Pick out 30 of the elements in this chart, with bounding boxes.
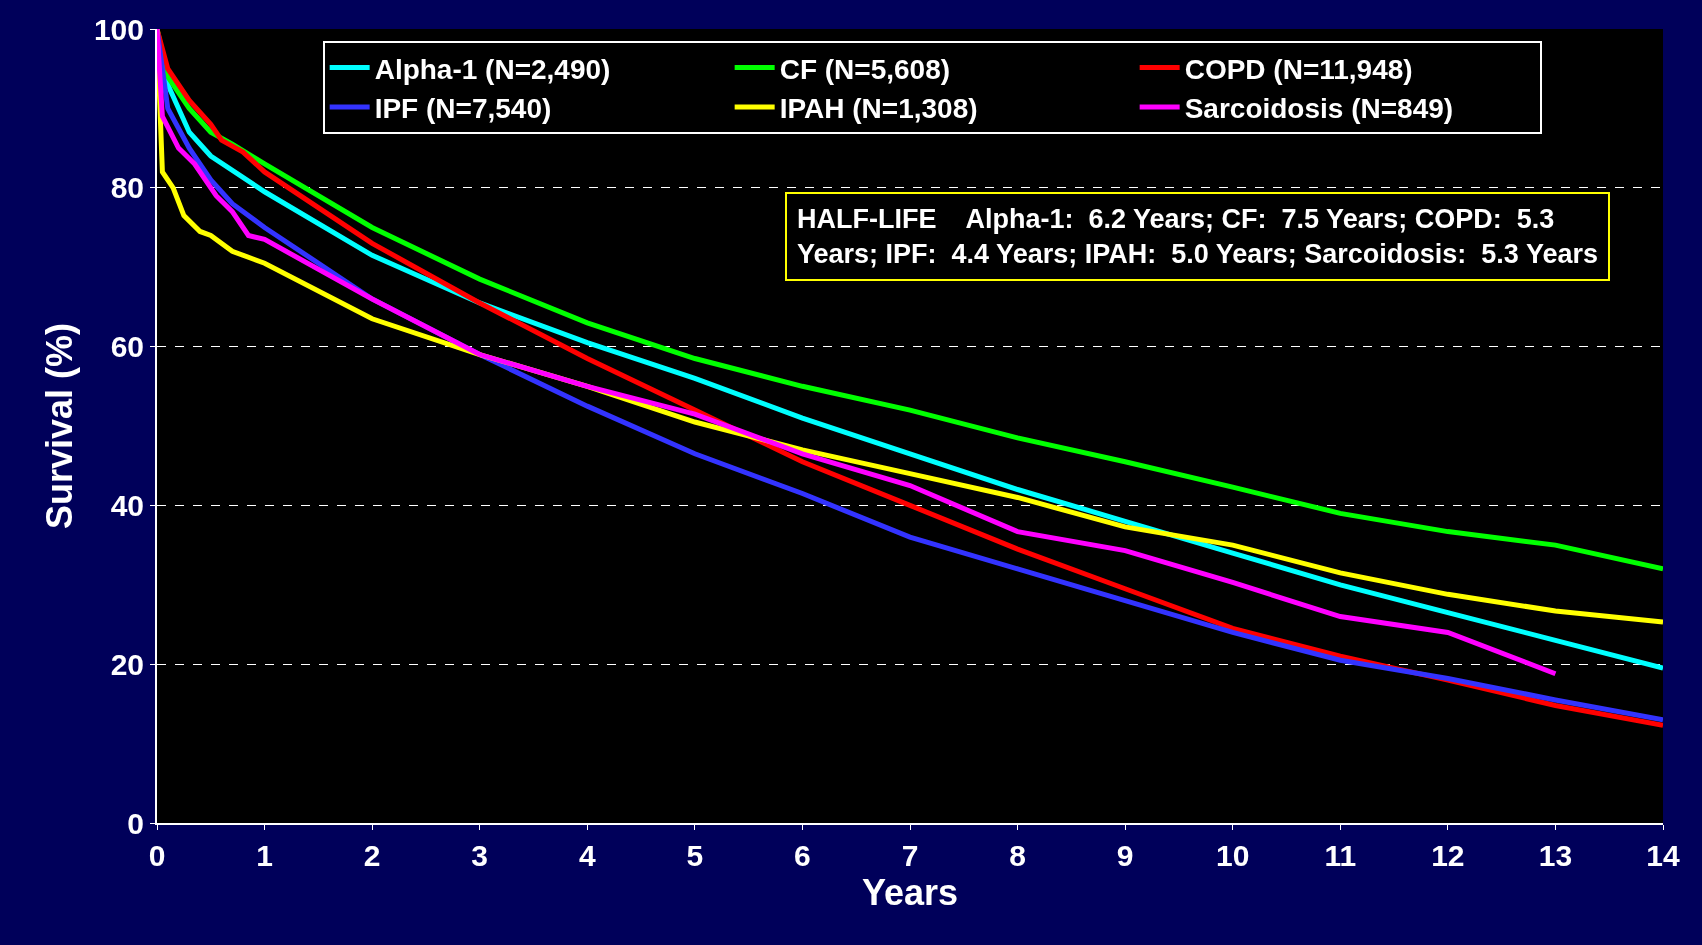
x-tick-label: 12 [1431,839,1465,872]
x-tick-label: 4 [578,839,596,872]
x-tick-label: 5 [686,839,704,872]
x-tick-label: 8 [1009,839,1026,872]
legend-label: IPF (N=7,540) [374,92,552,124]
legend-label: COPD (N=11,948) [1184,53,1413,85]
y-axis-title: Survival (%) [39,322,81,530]
y-tick-label: 100 [93,12,144,46]
y-tick-label: 20 [110,647,144,681]
x-axis-title: Years [861,872,959,913]
y-tick-label: 40 [110,488,144,522]
x-tick-label: 11 [1324,839,1357,872]
x-tick-label: 1 [256,839,273,872]
x-tick-label: 3 [471,839,489,872]
x-tick-label: 0 [148,839,166,872]
y-tick-label: 60 [110,330,144,364]
x-tick-label: 9 [1116,839,1134,872]
legend-label: Sarcoidosis (N=849) [1184,92,1454,124]
legend-label: Alpha-1 (N=2,490) [374,53,611,85]
x-tick-label: 10 [1216,839,1250,872]
x-tick-label: 14 [1646,839,1680,872]
x-tick-label: 13 [1538,839,1573,872]
annotation: HALF-LIFE Alpha-1: 6.2 Years; CF: 7.5 Years; COPD: 5.3 Years; IPF: 4.4 Years; IPAH: 5.0 Years; Sarcoidosis: 5.3 Years [797,204,1598,270]
legend-label: IPAH (N=1,308) [779,92,978,124]
y-tick-label: 0 [127,806,144,840]
x-tick-label: 7 [901,839,919,872]
legend-label: CF (N=5,608) [779,53,951,85]
x-tick-label: 6 [794,839,811,872]
y-tick-label: 80 [110,171,144,205]
x-tick-label: 2 [363,839,381,872]
